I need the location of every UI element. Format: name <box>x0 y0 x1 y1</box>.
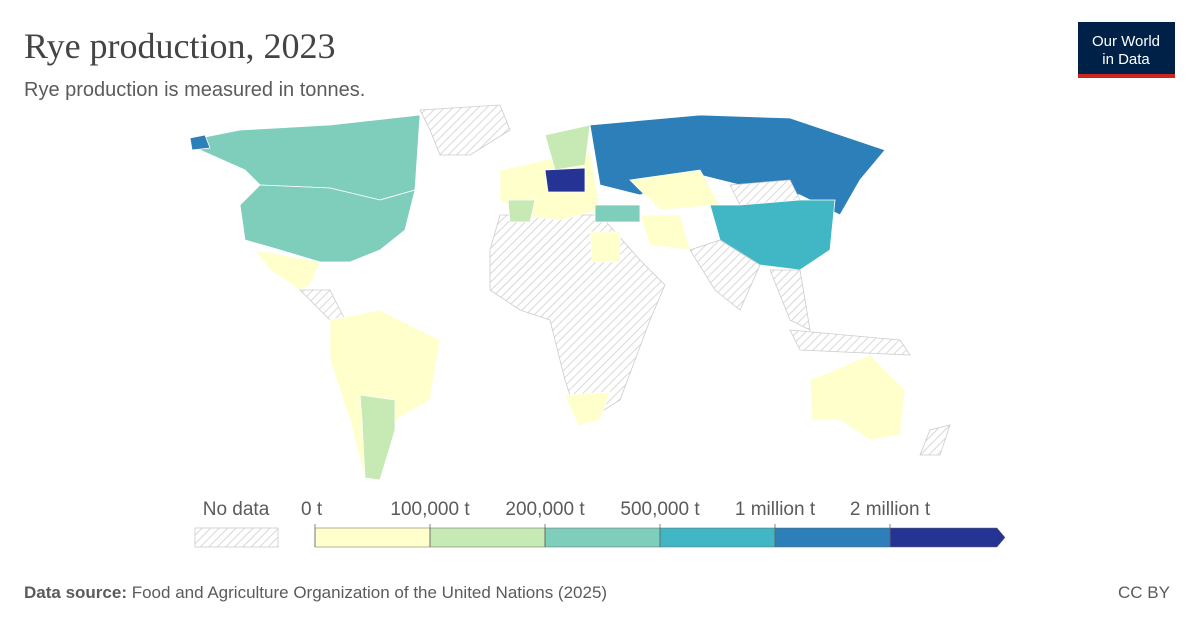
legend-no-data <box>194 527 279 548</box>
logo-text: in Data <box>1102 51 1150 68</box>
source: Data source: Food and Agriculture Organi… <box>24 583 607 602</box>
region <box>239 184 416 263</box>
region <box>769 269 811 331</box>
legend-tick-label: 100,000 t <box>390 499 470 520</box>
legend-tick-label: 1 million t <box>735 499 816 520</box>
region <box>189 134 211 151</box>
legend-tick-label: 500,000 t <box>620 499 700 520</box>
legend-bin <box>544 527 661 548</box>
source-text: Food and Agriculture Organization of the… <box>132 583 607 602</box>
region <box>639 214 691 251</box>
legend-bin <box>429 527 546 548</box>
legend-no-data-label: No data <box>203 499 270 520</box>
region <box>594 204 641 223</box>
legend-tick-label: 0 t <box>301 499 323 520</box>
legend-bin <box>774 527 891 548</box>
legend-bin <box>314 527 431 548</box>
region <box>789 329 911 356</box>
region <box>299 289 346 321</box>
logo-text: Our World <box>1092 33 1160 50</box>
region <box>544 167 586 193</box>
title: Rye production, 2023 <box>24 26 336 66</box>
region <box>507 199 536 223</box>
legend-bin <box>659 527 776 548</box>
region <box>419 104 511 156</box>
region <box>589 231 621 263</box>
subtitle: Rye production is measured in tonnes. <box>24 79 365 101</box>
region <box>359 394 396 481</box>
region <box>564 391 611 426</box>
logo <box>1078 22 1175 74</box>
world-map <box>189 104 951 481</box>
source-label: Data source: <box>24 583 127 602</box>
region <box>809 354 906 441</box>
legend-tick-label: 200,000 t <box>505 499 585 520</box>
region <box>489 214 666 426</box>
region <box>544 124 591 171</box>
region <box>919 424 951 456</box>
logo-bar <box>1078 74 1175 78</box>
region <box>689 239 761 311</box>
region <box>254 249 321 291</box>
legend-bin <box>889 527 1006 548</box>
legend-tick-label: 2 million t <box>850 499 931 520</box>
license: CC BY <box>1118 583 1170 602</box>
